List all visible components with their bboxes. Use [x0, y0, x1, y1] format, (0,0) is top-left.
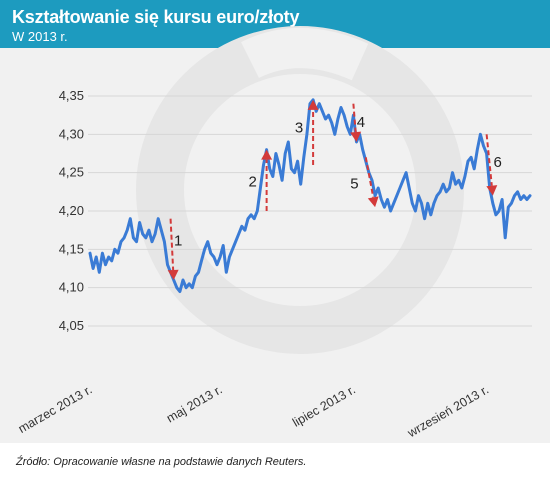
x-tick-label: wrzesień 2013 r. — [404, 382, 491, 440]
annotation-arrowhead-5 — [367, 196, 379, 208]
plot-background — [0, 48, 550, 443]
y-tick-label: 4,10 — [59, 280, 84, 295]
annotation-label-3: 3 — [295, 119, 303, 136]
annotation-arrow-1 — [169, 218, 175, 271]
y-tick-label: 4,15 — [59, 241, 84, 256]
annotation-arrowhead-3 — [307, 99, 319, 110]
annotation-label-2: 2 — [248, 173, 256, 190]
annotation-arrowhead-6 — [486, 185, 498, 196]
annotation-arrowhead-1 — [167, 269, 179, 280]
x-tick-label: maj 2013 r. — [164, 382, 225, 425]
chart-subtitle: W 2013 r. — [12, 29, 68, 44]
annotation-arrow-4 — [352, 103, 357, 133]
footer — [0, 443, 550, 485]
annotations-layer: 1 2 3 4 5 6 — [167, 99, 502, 280]
x-axis-ticks: marzec 2013 r. maj 2013 r. lipiec 2013 r. w… — [16, 382, 491, 440]
y-axis-ticks: 4,05 4,10 4,15 4,20 4,25 4,30 4,35 — [59, 88, 84, 333]
watermark-gap — [241, 28, 369, 81]
annotation-arrow-6 — [485, 134, 493, 186]
x-tick-label: marzec 2013 r. — [16, 382, 95, 435]
annotation-arrow-5 — [364, 157, 375, 198]
y-tick-label: 4,30 — [59, 126, 84, 141]
annotation-arrowhead-4 — [350, 131, 362, 142]
y-tick-label: 4,25 — [59, 165, 84, 180]
chart-title: Kształtowanie się kursu euro/złoty — [12, 7, 300, 27]
series-line-eur-pln — [88, 98, 532, 293]
annotation-label-1: 1 — [174, 232, 182, 249]
y-tick-label: 4,20 — [59, 203, 84, 218]
source-note: Źródło: Opracowanie własne na podstawie … — [16, 456, 307, 468]
grid-lines — [88, 95, 532, 327]
y-tick-label: 4,05 — [59, 318, 84, 333]
annotation-label-4: 4 — [357, 114, 365, 131]
x-tick-label: lipiec 2013 r. — [290, 382, 358, 429]
annotation-label-6: 6 — [494, 154, 502, 171]
y-tick-label: 4,35 — [59, 88, 84, 103]
annotation-arrowhead-2 — [261, 149, 273, 160]
series-layer — [88, 98, 532, 293]
annotation-label-5: 5 — [350, 175, 358, 192]
